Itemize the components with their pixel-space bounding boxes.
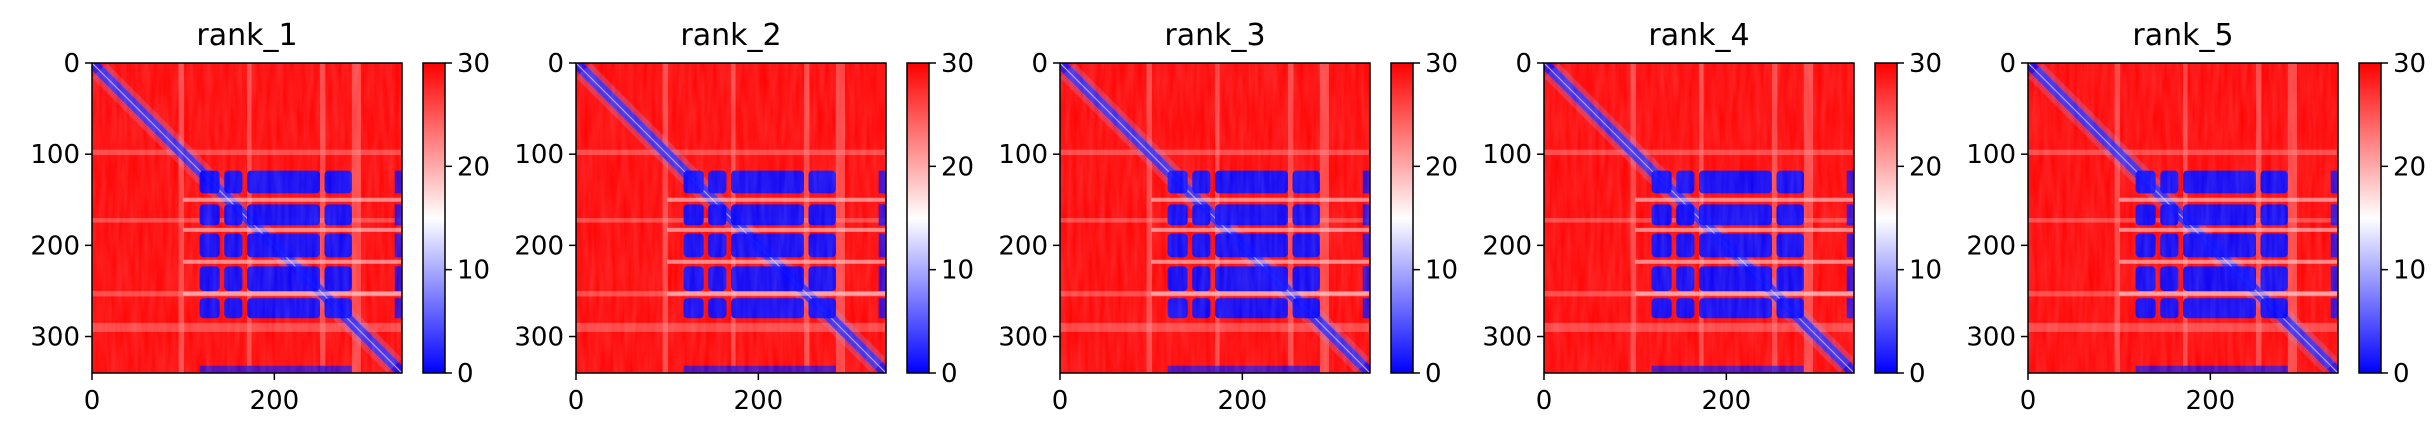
x-tick-label: 0: [2020, 386, 2037, 416]
y-tick-label: 100: [514, 140, 564, 170]
heatmap-panel-4: rank_4 0 100 200 300 0 200 0 10 20 30: [1482, 18, 1942, 416]
x-tick-label: 200: [734, 386, 784, 416]
colorbar-tick-label: 10: [941, 256, 974, 286]
x-tick-label: 0: [84, 386, 101, 416]
heatmap-panel-2: rank_2 0 100 200 300 0 200 0 10 20 30: [514, 18, 974, 416]
colorbar-tick-label: 30: [2393, 49, 2426, 79]
colorbar-gradient: [422, 62, 446, 374]
y-tick-label: 0: [547, 49, 564, 79]
colorbar-tick-label: 30: [457, 49, 490, 79]
colorbar-tick-label: 10: [1909, 256, 1942, 286]
colorbar: 0 10 20 30: [422, 49, 490, 389]
heatmap-image: [1060, 63, 1370, 373]
colorbar-tick-label: 30: [941, 49, 974, 79]
y-tick-label: 100: [1482, 140, 1532, 170]
y-tick-label: 300: [1966, 323, 2016, 353]
axes-frame: [575, 62, 887, 374]
colorbar-tick-label: 0: [1909, 359, 1926, 389]
y-tick-label: 0: [1999, 49, 2016, 79]
colorbar-gradient: [2358, 62, 2382, 374]
y-tick-label: 300: [998, 323, 1048, 353]
y-tick-label: 200: [1482, 231, 1532, 261]
x-tick-label: 200: [1218, 386, 1268, 416]
panel-title: rank_1: [196, 18, 297, 53]
heatmap-image: [1544, 63, 1854, 373]
colorbar-gradient: [1390, 62, 1414, 374]
y-tick-label: 300: [30, 323, 80, 353]
axes-frame: [2027, 62, 2339, 374]
colorbar: 0 10 20 30: [906, 49, 974, 389]
axes-frame: [1543, 62, 1855, 374]
axes-frame: [91, 62, 403, 374]
x-tick-label: 0: [1536, 386, 1553, 416]
y-tick-label: 100: [30, 140, 80, 170]
heatmap-panel-5: rank_5 0 100 200 300 0 200 0 10 20 30: [1966, 18, 2426, 416]
colorbar: 0 10 20 30: [1874, 49, 1942, 389]
y-tick-label: 200: [30, 231, 80, 261]
colorbar-gradient: [1874, 62, 1898, 374]
y-tick-label: 200: [1966, 231, 2016, 261]
y-tick-label: 0: [63, 49, 80, 79]
colorbar-tick-label: 20: [2393, 152, 2426, 182]
x-tick-label: 200: [250, 386, 300, 416]
panel-title: rank_4: [1648, 18, 1749, 53]
heatmap-panel-3: rank_3 0 100 200 300 0 200 0 10 20 30: [998, 18, 1458, 416]
colorbar-tick-label: 30: [1425, 49, 1458, 79]
axes-frame: [1059, 62, 1371, 374]
y-tick-label: 200: [514, 231, 564, 261]
colorbar-tick-label: 20: [1909, 152, 1942, 182]
panel-title: rank_3: [1164, 18, 1265, 53]
y-tick-label: 300: [1482, 323, 1532, 353]
y-tick-label: 100: [1966, 140, 2016, 170]
heatmap-image: [92, 63, 402, 373]
y-tick-label: 200: [998, 231, 1048, 261]
colorbar-tick-label: 20: [941, 152, 974, 182]
colorbar-tick-label: 30: [1909, 49, 1942, 79]
colorbar-gradient: [906, 62, 930, 374]
colorbar: 0 10 20 30: [2358, 49, 2426, 389]
x-tick-label: 200: [2186, 386, 2236, 416]
x-tick-label: 0: [1052, 386, 1069, 416]
colorbar-tick-label: 0: [457, 359, 474, 389]
y-tick-label: 0: [1031, 49, 1048, 79]
colorbar-tick-label: 10: [2393, 256, 2426, 286]
colorbar-tick-label: 10: [457, 256, 490, 286]
colorbar-tick-label: 20: [457, 152, 490, 182]
x-tick-label: 0: [568, 386, 585, 416]
colorbar-tick-label: 0: [2393, 359, 2410, 389]
y-tick-label: 100: [998, 140, 1048, 170]
panel-title: rank_2: [680, 18, 781, 53]
colorbar-tick-label: 10: [1425, 256, 1458, 286]
colorbar-tick-label: 0: [1425, 359, 1442, 389]
colorbar: 0 10 20 30: [1390, 49, 1458, 389]
heatmap-image: [2028, 63, 2338, 373]
panel-title: rank_5: [2132, 18, 2233, 53]
heatmap-panel-1: rank_1 0 100 200 300 0 200 0 10 20 30: [30, 18, 490, 416]
y-tick-label: 300: [514, 323, 564, 353]
colorbar-tick-label: 20: [1425, 152, 1458, 182]
x-tick-label: 200: [1702, 386, 1752, 416]
heatmap-image: [576, 63, 886, 373]
colorbar-tick-label: 0: [941, 359, 958, 389]
y-tick-label: 0: [1515, 49, 1532, 79]
